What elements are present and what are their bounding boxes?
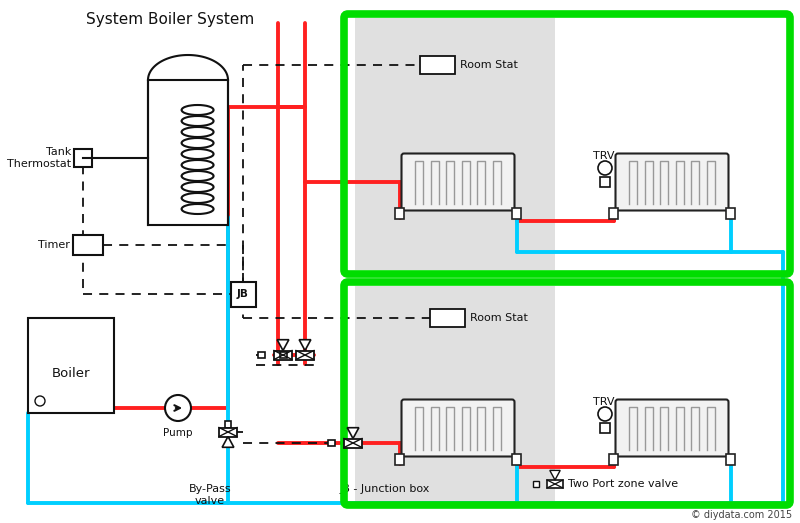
Circle shape xyxy=(165,395,191,421)
Text: © diydata.com 2015: © diydata.com 2015 xyxy=(691,510,792,520)
Circle shape xyxy=(598,407,612,421)
Bar xyxy=(355,18,555,270)
Circle shape xyxy=(35,396,45,406)
Bar xyxy=(609,454,618,465)
FancyBboxPatch shape xyxy=(615,400,729,457)
Text: Pump: Pump xyxy=(163,428,193,438)
Text: Two Port zone valve: Two Port zone valve xyxy=(568,479,678,489)
FancyBboxPatch shape xyxy=(402,153,514,210)
Polygon shape xyxy=(277,340,289,350)
Bar xyxy=(296,350,314,359)
Bar xyxy=(344,438,362,448)
Text: Room Stat: Room Stat xyxy=(470,313,528,323)
Bar xyxy=(230,281,255,306)
Bar xyxy=(328,440,335,446)
Bar xyxy=(258,351,265,358)
Polygon shape xyxy=(222,437,234,447)
Bar xyxy=(609,208,618,219)
Text: Boiler: Boiler xyxy=(52,367,90,380)
Text: TRV: TRV xyxy=(593,151,614,161)
Polygon shape xyxy=(299,340,311,350)
Text: Room Stat: Room Stat xyxy=(460,60,518,70)
Bar xyxy=(280,351,287,358)
Bar xyxy=(395,454,404,465)
Bar xyxy=(73,235,103,255)
Bar xyxy=(355,286,555,501)
Text: System Boiler System: System Boiler System xyxy=(86,12,254,27)
Text: TRV: TRV xyxy=(593,397,614,407)
Bar xyxy=(219,427,237,437)
Bar xyxy=(74,149,92,167)
Bar xyxy=(420,56,455,74)
Text: JB - Junction box: JB - Junction box xyxy=(340,484,430,494)
Bar xyxy=(395,208,404,219)
Bar xyxy=(512,454,521,465)
Circle shape xyxy=(598,161,612,175)
Polygon shape xyxy=(347,428,359,438)
FancyBboxPatch shape xyxy=(402,400,514,457)
Text: By-Pass
valve: By-Pass valve xyxy=(189,484,231,506)
Bar xyxy=(600,177,610,187)
Text: JB: JB xyxy=(237,289,249,299)
Bar xyxy=(512,208,521,219)
Polygon shape xyxy=(550,470,560,480)
Bar xyxy=(600,423,610,433)
Bar xyxy=(726,208,735,219)
Text: Tank
Thermostat: Tank Thermostat xyxy=(7,147,71,169)
Bar xyxy=(274,350,292,359)
Bar xyxy=(430,309,465,327)
Bar xyxy=(534,481,539,487)
Bar xyxy=(225,420,231,427)
Bar xyxy=(28,318,114,413)
Bar xyxy=(726,454,735,465)
Text: Timer: Timer xyxy=(38,240,70,250)
FancyBboxPatch shape xyxy=(615,153,729,210)
Bar xyxy=(148,80,228,225)
Bar xyxy=(547,480,563,488)
